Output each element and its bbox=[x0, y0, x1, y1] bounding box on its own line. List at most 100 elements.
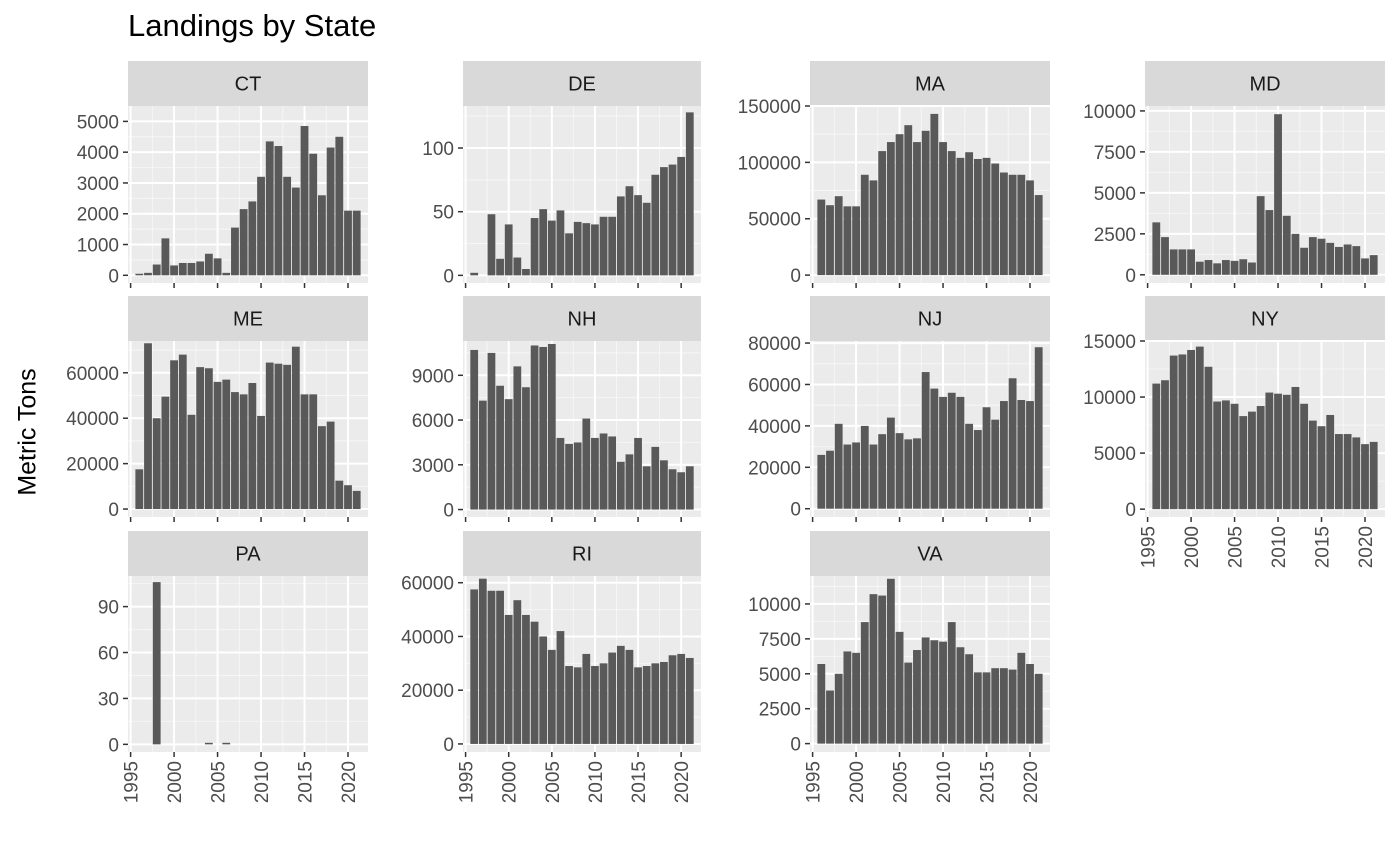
bar bbox=[1221, 260, 1230, 275]
bar bbox=[685, 657, 694, 744]
facet-strip bbox=[810, 61, 1050, 106]
bar bbox=[204, 742, 213, 745]
bar bbox=[1221, 400, 1230, 510]
bar bbox=[1317, 238, 1326, 275]
bar bbox=[248, 201, 257, 276]
bar bbox=[1326, 242, 1335, 275]
bar bbox=[668, 164, 677, 276]
bar bbox=[547, 220, 556, 276]
bar bbox=[869, 180, 878, 276]
bar bbox=[1008, 378, 1017, 509]
bar bbox=[231, 227, 239, 276]
bar bbox=[152, 264, 161, 276]
x-tick-label: 1995 bbox=[1139, 526, 1160, 568]
y-tick-label: 6000 bbox=[412, 411, 454, 432]
bar bbox=[956, 157, 965, 276]
y-tick-label: 3000 bbox=[412, 456, 454, 477]
bar bbox=[939, 641, 947, 744]
y-tick-label: 0 bbox=[443, 266, 454, 287]
bar bbox=[274, 146, 283, 276]
bar bbox=[213, 381, 222, 510]
bar bbox=[144, 272, 152, 276]
bar bbox=[1248, 411, 1256, 510]
y-tick-label: 4000 bbox=[77, 143, 119, 164]
x-tick-label: 2010 bbox=[1269, 526, 1290, 568]
facet-strip-label: ME bbox=[233, 309, 263, 331]
bar bbox=[222, 742, 231, 745]
bar bbox=[1326, 414, 1335, 510]
bar bbox=[965, 654, 974, 744]
bar bbox=[344, 210, 352, 276]
bar bbox=[504, 399, 513, 510]
bar bbox=[668, 655, 677, 744]
bar bbox=[170, 360, 178, 510]
y-tick-label: 60000 bbox=[401, 574, 454, 595]
bar bbox=[591, 437, 599, 510]
facet-pa: PA 0 30 60 90 1995 2000 2005 2010 2015 2020 bbox=[98, 531, 368, 803]
bar bbox=[513, 257, 522, 276]
bar bbox=[161, 396, 170, 510]
bar bbox=[642, 666, 651, 744]
bar bbox=[913, 650, 921, 744]
bar bbox=[530, 621, 539, 744]
facet-strip bbox=[810, 531, 1050, 576]
bar bbox=[1239, 416, 1248, 510]
bar bbox=[187, 414, 196, 510]
bar bbox=[869, 444, 878, 509]
bar bbox=[973, 672, 982, 744]
bar bbox=[309, 153, 318, 276]
bar bbox=[982, 407, 991, 509]
bar bbox=[685, 466, 694, 510]
bar bbox=[300, 126, 309, 276]
bar bbox=[634, 195, 642, 276]
bar bbox=[852, 652, 860, 744]
bar bbox=[634, 667, 642, 744]
y-tick-label: 3000 bbox=[77, 174, 119, 195]
y-tick-label: 90 bbox=[98, 598, 119, 619]
facet-ct: CT 0 1000 2000 3000 4000 5000 bbox=[77, 61, 368, 288]
x-tick-label: 2000 bbox=[1182, 526, 1203, 568]
bar bbox=[300, 394, 309, 510]
bar bbox=[496, 385, 504, 510]
bar bbox=[660, 460, 668, 510]
facet-strip-label: PA bbox=[235, 544, 261, 566]
bar bbox=[895, 433, 904, 509]
y-tick-label: 7500 bbox=[1094, 143, 1136, 164]
bar bbox=[1239, 259, 1248, 275]
facet-ri: RI 0 20000 40000 60000 1995 2000 2005 2010 2015 20… bbox=[401, 531, 701, 803]
bar bbox=[1369, 441, 1378, 510]
bar bbox=[1213, 263, 1222, 275]
bar bbox=[1343, 244, 1352, 275]
bar bbox=[1008, 174, 1017, 276]
bar bbox=[1187, 349, 1195, 510]
facet-me: ME 0 20000 40000 60000 bbox=[66, 296, 368, 522]
bar bbox=[1291, 386, 1300, 510]
bar bbox=[352, 210, 361, 276]
facet-strip-label: NH bbox=[568, 309, 597, 331]
bar bbox=[939, 396, 947, 509]
y-tick-label: 20000 bbox=[66, 455, 119, 476]
bar bbox=[1317, 426, 1326, 510]
facet-strip-label: NY bbox=[1251, 309, 1279, 331]
x-tick-label: 1995 bbox=[804, 761, 825, 803]
facet-nh: NH 0 3000 6000 9000 bbox=[412, 296, 701, 522]
bar bbox=[677, 472, 686, 510]
bar bbox=[817, 664, 826, 744]
bar bbox=[869, 594, 878, 744]
bar bbox=[1178, 354, 1187, 510]
bar bbox=[187, 262, 196, 276]
bar bbox=[1034, 673, 1043, 744]
bar bbox=[539, 636, 548, 744]
x-tick-label: 2010 bbox=[586, 761, 607, 803]
bar bbox=[634, 437, 642, 510]
bar bbox=[565, 443, 573, 510]
bar bbox=[513, 600, 522, 744]
bar bbox=[991, 163, 1000, 276]
bar bbox=[668, 469, 677, 510]
bar bbox=[1282, 394, 1291, 510]
bar bbox=[496, 590, 504, 744]
bar bbox=[283, 364, 292, 510]
bar bbox=[265, 141, 274, 276]
facet-md: MD 0 2500 5000 7500 10000 bbox=[1083, 61, 1385, 288]
facet-strip-label: VA bbox=[917, 544, 943, 566]
